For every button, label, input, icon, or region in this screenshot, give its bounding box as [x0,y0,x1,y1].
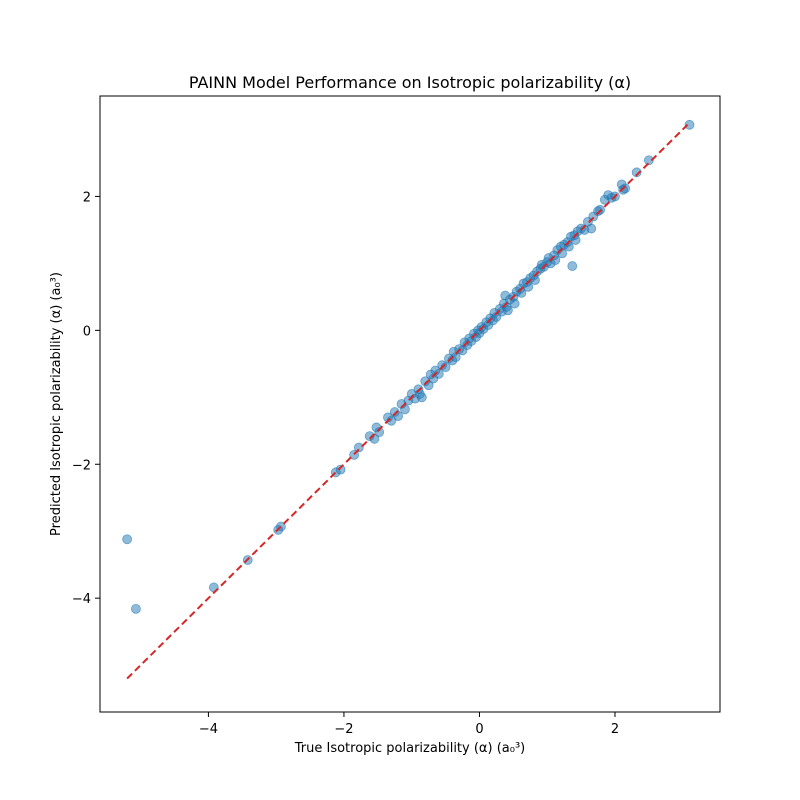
data-point [416,392,427,403]
data-point [631,167,642,178]
data-point [550,255,561,265]
y-axis-label: Predicted Isotropic polarizability (α) (… [49,272,64,536]
y-tick-label: 2 [83,190,91,205]
x-axis-ticks: −4 −2 0 2 [199,712,619,737]
y-axis-ticks: −4 −2 0 2 [72,190,100,607]
data-point [567,261,578,271]
data-point [586,223,597,234]
data-point [620,183,631,194]
data-point [503,305,513,316]
y-tick-label: 0 [83,324,91,339]
data-point [335,464,346,475]
x-tick-label: 2 [611,722,619,737]
data-point [563,241,574,252]
data-point [523,281,534,292]
data-point [353,442,364,453]
data-point [643,155,654,166]
data-point [131,603,141,614]
y-tick-label: −2 [72,458,91,473]
x-axis-label: True Isotropic polarizability (α) (a₀³) [294,741,525,756]
data-point [530,275,540,286]
plot-area [99,95,721,713]
data-point [374,427,385,438]
points-layer [122,119,695,614]
x-tick-label: 0 [475,722,483,737]
data-point [684,119,695,130]
data-point [122,534,133,545]
x-tick-label: −2 [334,722,353,737]
data-point [570,235,581,245]
data-point [557,248,568,259]
chart-title: PAINN Model Performance on Isotropic pol… [189,73,631,92]
data-point [509,298,520,309]
x-tick-label: −4 [199,722,218,737]
y-tick-label: −4 [72,592,91,607]
